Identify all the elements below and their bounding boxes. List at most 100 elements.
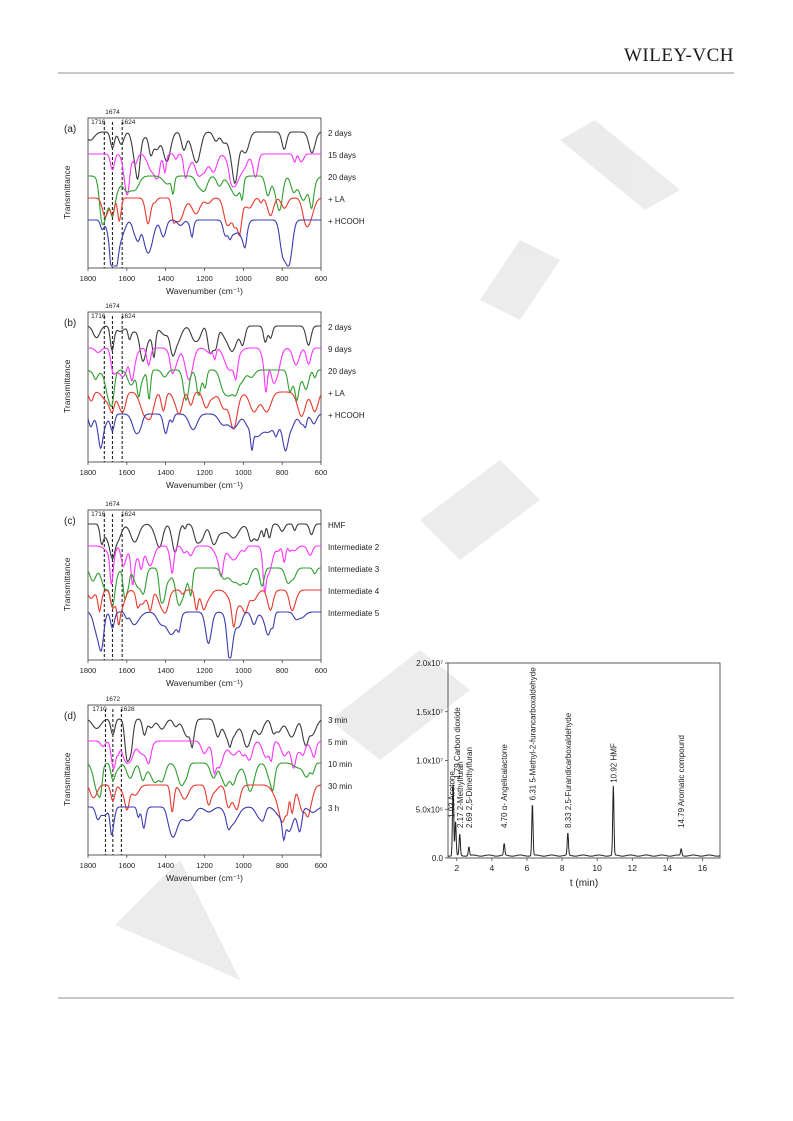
spectrum-line: [87, 567, 321, 608]
series-label: 15 days: [328, 151, 356, 160]
x-tick-label: 1400: [157, 468, 174, 477]
y-axis-label: Transmittance: [62, 359, 72, 413]
series-label: + LA: [328, 389, 345, 398]
marker-label: 1672: [106, 696, 121, 703]
x-tick-label: 1000: [235, 468, 252, 477]
y-tick-label: 0.0: [432, 854, 444, 863]
peak-label: 4.70 α- Angelicalactone: [500, 744, 509, 828]
marker-label: 1624: [121, 313, 136, 320]
spectrum-line: [88, 545, 321, 594]
header-rule: [58, 72, 734, 74]
spectrum-line: [87, 131, 322, 185]
peak-label: 2.17 2-Methylfuran: [456, 761, 465, 828]
spectrum-line: [87, 413, 322, 452]
y-axis-label: Transmittance: [62, 557, 72, 611]
y-tick-label: 1.0x10⁷: [416, 757, 443, 766]
x-tick-label: 1400: [157, 666, 174, 675]
spectrum-line: [87, 718, 322, 763]
x-tick-label: 800: [276, 861, 289, 870]
series-label: 20 days: [328, 367, 356, 376]
x-tick-label: 600: [315, 666, 328, 675]
x-tick-label: 1800: [80, 861, 97, 870]
series-label: 20 days: [328, 173, 356, 182]
series-label: 3 h: [328, 804, 339, 813]
x-axis-label: Wavenumber (cm⁻¹): [166, 286, 243, 296]
x-axis-label: Wavenumber (cm⁻¹): [166, 678, 243, 688]
panel-label: (d): [64, 711, 76, 722]
marker-label: 1710: [92, 706, 107, 713]
x-tick-label: 12: [628, 863, 638, 873]
x-tick-label: 1600: [118, 861, 135, 870]
marker-label: 1716: [91, 511, 106, 518]
panel-label: (a): [64, 124, 76, 135]
spectrum-line: [87, 391, 322, 430]
x-tick-label: 4: [490, 863, 495, 873]
panel-label: (c): [64, 516, 76, 527]
spectrum-line: [88, 153, 321, 196]
spectrum-line: [88, 347, 321, 393]
ftir-panel-d: (d) Transmittance 1800 1600 1400 1200 1000 800 6…: [62, 696, 352, 883]
spectrum-line: [88, 175, 322, 226]
gc-ms-chromatogram: 0.0 5.0x10⁶ 1.0x10⁷ 1.5x10⁷ 2.0x10⁷ 2 4 6 8 10 12 1…: [416, 659, 721, 889]
series-label: 9 days: [328, 345, 352, 354]
x-tick-label: 16: [698, 863, 708, 873]
x-tick-label: 600: [315, 274, 328, 283]
x-tick-label: 1600: [118, 274, 135, 283]
y-tick-label: 5.0x10⁶: [416, 805, 443, 814]
marker-label: 1716: [91, 119, 106, 126]
series-label: 3 min: [328, 716, 348, 725]
ftir-panel-c: (c) Transmittance 1800 1600 1400 1200 1000 800 6…: [62, 501, 380, 688]
watermark: [115, 120, 680, 980]
peak-label: 10.92 HMF: [609, 743, 618, 783]
marker-label: 1716: [91, 313, 106, 320]
spectrum-line: [87, 325, 321, 363]
x-tick-label: 2: [454, 863, 459, 873]
x-tick-label: 14: [663, 863, 673, 873]
spectrum-line: [87, 589, 321, 629]
x-axis-label: Wavenumber (cm⁻¹): [166, 873, 243, 883]
x-tick-label: 600: [315, 861, 328, 870]
chromatogram-line: [448, 784, 721, 857]
spectrum-line: [87, 369, 321, 408]
series-label: 30 min: [328, 782, 352, 791]
marker-label: 1624: [121, 119, 136, 126]
series-label: 5 min: [328, 738, 348, 747]
spectrum-line: [88, 806, 322, 843]
y-axis-label: Transmittance: [62, 165, 72, 219]
series-label: Intermediate 2: [328, 543, 380, 552]
footer-rule: [58, 997, 734, 999]
x-axis-label: Wavenumber (cm⁻¹): [166, 480, 243, 490]
marker-label: 1674: [105, 109, 120, 116]
spectrum-line: [88, 197, 322, 237]
x-tick-label: 600: [315, 468, 328, 477]
series-label: 2 days: [328, 323, 352, 332]
x-tick-label: 1800: [80, 666, 97, 675]
x-tick-label: 1400: [157, 274, 174, 283]
x-tick-label: 10: [592, 863, 602, 873]
marker-label: 1624: [121, 511, 136, 518]
peak-label: 1.93 Acetone: [448, 771, 457, 818]
spectrum-line: [88, 523, 321, 560]
marker-label: 1674: [105, 501, 120, 508]
series-label: 10 min: [328, 760, 352, 769]
spectrum-line: [87, 784, 322, 823]
series-label: Intermediate 4: [328, 587, 380, 596]
spectrum-line: [87, 611, 321, 659]
x-tick-label: 1200: [196, 666, 213, 675]
x-tick-label: 1000: [235, 666, 252, 675]
wiley-vch-logo: WILEY-VCH: [623, 45, 734, 66]
peak-label: 8.33 2,5-Furandicarboxaldehyde: [564, 712, 573, 828]
series-label: Intermediate 3: [328, 565, 380, 574]
series-label: + HCOOH: [328, 411, 365, 420]
x-tick-label: 1600: [118, 468, 135, 477]
peak-label: 6.31 5-Methyl-2-furancarboxaldehyde: [528, 667, 537, 801]
x-axis-label: t (min): [570, 878, 598, 889]
spectrum-line: [88, 740, 322, 776]
series-label: + HCOOH: [328, 217, 365, 226]
x-tick-label: 8: [560, 863, 565, 873]
panel-label: (b): [64, 318, 76, 329]
marker-label: 1674: [105, 303, 120, 310]
x-tick-label: 800: [276, 274, 289, 283]
marker-label: 1628: [120, 706, 135, 713]
